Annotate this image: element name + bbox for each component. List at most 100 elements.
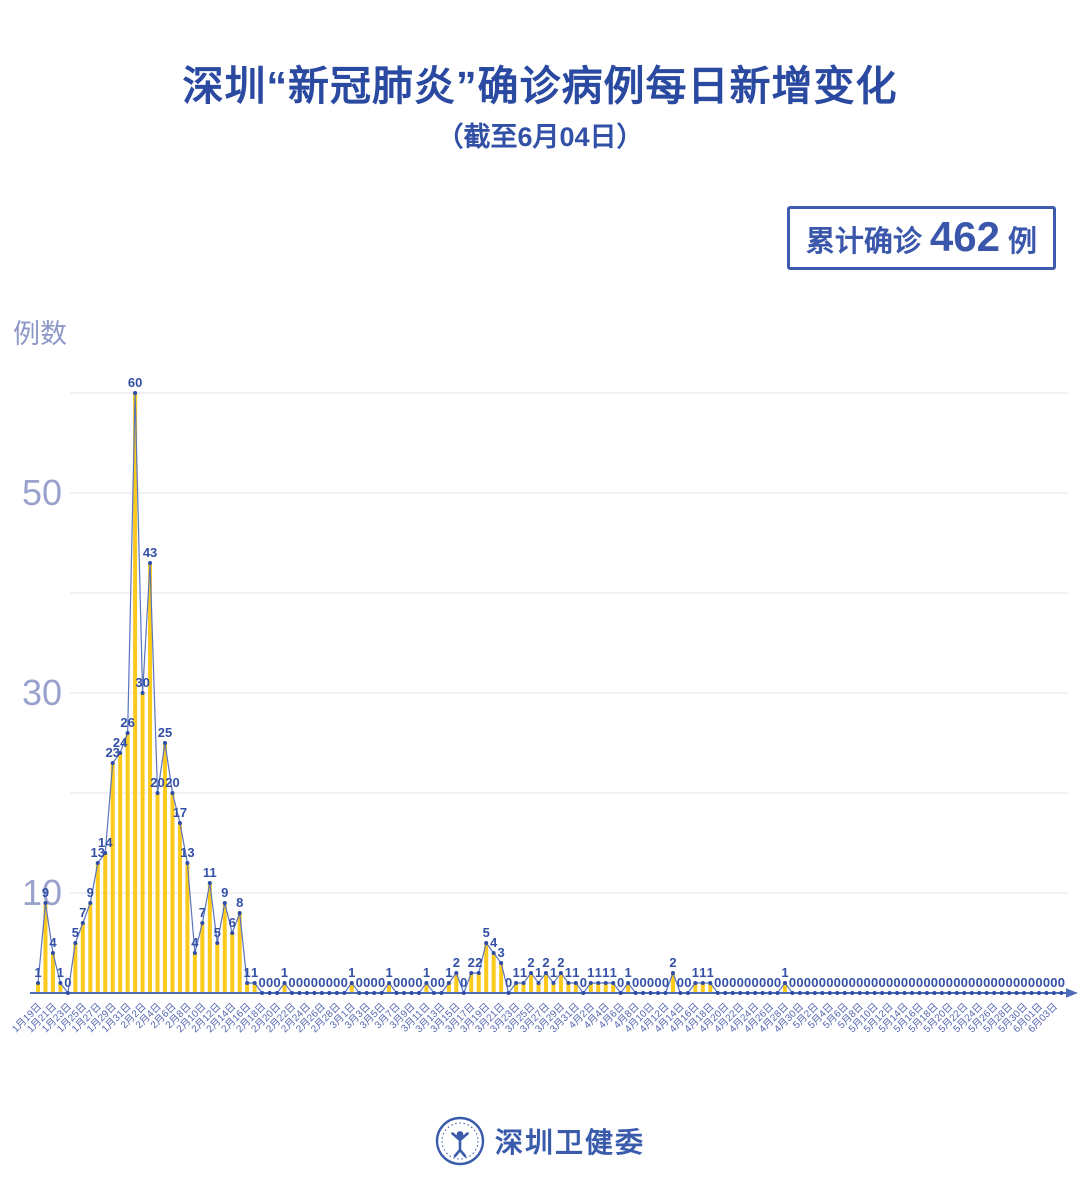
svg-text:2: 2 <box>475 955 482 970</box>
svg-text:2: 2 <box>468 955 475 970</box>
svg-text:0: 0 <box>333 975 340 990</box>
svg-text:1: 1 <box>57 965 64 980</box>
svg-text:7: 7 <box>199 905 206 920</box>
svg-text:1: 1 <box>781 965 788 980</box>
svg-text:1: 1 <box>699 965 706 980</box>
svg-text:0: 0 <box>288 975 295 990</box>
svg-text:6: 6 <box>229 915 236 930</box>
svg-text:0: 0 <box>64 975 71 990</box>
svg-text:0: 0 <box>654 975 661 990</box>
svg-text:0: 0 <box>789 975 796 990</box>
svg-text:0: 0 <box>326 975 333 990</box>
svg-text:0: 0 <box>849 975 856 990</box>
svg-text:30: 30 <box>22 672 62 713</box>
svg-text:0: 0 <box>662 975 669 990</box>
svg-text:1: 1 <box>535 965 542 980</box>
svg-text:26: 26 <box>120 715 134 730</box>
svg-text:0: 0 <box>266 975 273 990</box>
svg-text:1: 1 <box>550 965 557 980</box>
page-subtitle: （截至6月04日） <box>436 122 644 152</box>
svg-text:9: 9 <box>221 885 228 900</box>
svg-text:0: 0 <box>378 975 385 990</box>
svg-text:0: 0 <box>991 975 998 990</box>
svg-text:4: 4 <box>49 935 57 950</box>
svg-text:0: 0 <box>759 975 766 990</box>
svg-text:0: 0 <box>1035 975 1042 990</box>
svg-text:1: 1 <box>348 965 355 980</box>
svg-text:0: 0 <box>296 975 303 990</box>
svg-text:8: 8 <box>236 895 243 910</box>
svg-text:0: 0 <box>938 975 945 990</box>
svg-text:0: 0 <box>1050 975 1057 990</box>
svg-text:1: 1 <box>602 965 609 980</box>
svg-text:14: 14 <box>98 835 113 850</box>
svg-text:3: 3 <box>498 945 505 960</box>
health-commission-logo-icon <box>435 1116 485 1166</box>
svg-text:0: 0 <box>998 975 1005 990</box>
svg-text:0: 0 <box>408 975 415 990</box>
svg-text:1: 1 <box>610 965 617 980</box>
svg-text:0: 0 <box>273 975 280 990</box>
svg-text:0: 0 <box>983 975 990 990</box>
svg-text:1: 1 <box>572 965 579 980</box>
gridlines <box>70 392 1068 894</box>
svg-text:0: 0 <box>371 975 378 990</box>
svg-text:1: 1 <box>587 965 594 980</box>
svg-text:0: 0 <box>632 975 639 990</box>
svg-text:0: 0 <box>931 975 938 990</box>
svg-text:0: 0 <box>1028 975 1035 990</box>
svg-text:0: 0 <box>886 975 893 990</box>
svg-text:0: 0 <box>1020 975 1027 990</box>
svg-text:0: 0 <box>968 975 975 990</box>
y-axis-title: 例数 <box>13 319 67 349</box>
svg-text:0: 0 <box>871 975 878 990</box>
bars <box>36 393 787 993</box>
svg-text:20: 20 <box>165 775 179 790</box>
svg-text:17: 17 <box>173 805 187 820</box>
svg-text:5: 5 <box>214 925 221 940</box>
svg-text:0: 0 <box>1058 975 1065 990</box>
svg-text:1: 1 <box>445 965 452 980</box>
svg-text:0: 0 <box>737 975 744 990</box>
svg-text:0: 0 <box>647 975 654 990</box>
svg-text:13: 13 <box>180 845 194 860</box>
svg-text:13: 13 <box>91 845 105 860</box>
svg-text:0: 0 <box>356 975 363 990</box>
svg-text:0: 0 <box>923 975 930 990</box>
svg-text:0: 0 <box>393 975 400 990</box>
svg-text:0: 0 <box>505 975 512 990</box>
svg-text:0: 0 <box>438 975 445 990</box>
total-confirmed-badge: 累计确诊 462 例 <box>786 206 1056 270</box>
svg-text:9: 9 <box>42 885 49 900</box>
svg-text:2: 2 <box>542 955 549 970</box>
svg-text:1: 1 <box>423 965 430 980</box>
svg-text:5: 5 <box>72 925 79 940</box>
x-axis-labels: 1月19日1月21日1月23日1月25日1月27日1月29日1月31日2月2日2… <box>10 1001 1060 1035</box>
svg-text:0: 0 <box>318 975 325 990</box>
svg-text:0: 0 <box>1005 975 1012 990</box>
svg-text:0: 0 <box>961 975 968 990</box>
svg-text:1: 1 <box>692 965 699 980</box>
svg-text:0: 0 <box>363 975 370 990</box>
svg-text:60: 60 <box>128 375 142 390</box>
svg-text:0: 0 <box>415 975 422 990</box>
svg-text:24: 24 <box>113 735 128 750</box>
svg-text:4: 4 <box>490 935 498 950</box>
svg-text:1: 1 <box>34 965 41 980</box>
svg-text:0: 0 <box>744 975 751 990</box>
svg-text:0: 0 <box>722 975 729 990</box>
svg-text:0: 0 <box>953 975 960 990</box>
svg-text:0: 0 <box>856 975 863 990</box>
svg-text:0: 0 <box>864 975 871 990</box>
svg-text:0: 0 <box>841 975 848 990</box>
svg-text:20: 20 <box>150 775 164 790</box>
svg-text:2: 2 <box>669 955 676 970</box>
svg-text:50: 50 <box>22 472 62 513</box>
svg-text:9: 9 <box>87 885 94 900</box>
svg-text:1: 1 <box>565 965 572 980</box>
svg-text:0: 0 <box>400 975 407 990</box>
svg-text:0: 0 <box>946 975 953 990</box>
svg-text:1: 1 <box>385 965 392 980</box>
